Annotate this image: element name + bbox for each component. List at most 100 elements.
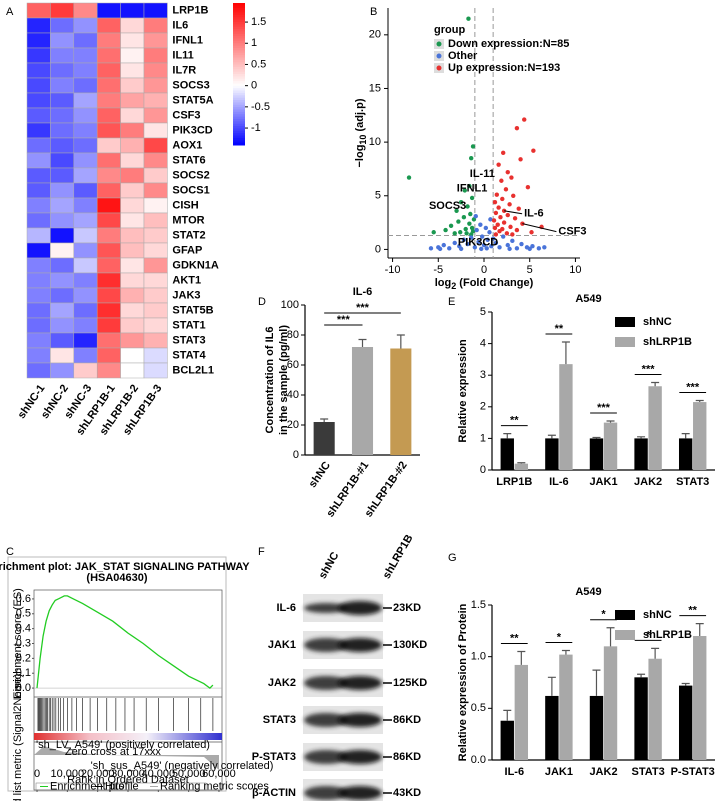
colorbar-step — [233, 130, 245, 134]
y-tick-label: 15 — [369, 82, 381, 94]
point — [489, 243, 494, 249]
bar — [693, 636, 707, 760]
error-bar — [637, 436, 646, 439]
heatmap-cell — [120, 152, 145, 169]
legend-key — [615, 317, 635, 327]
y-tick-label: 40 — [287, 389, 299, 401]
colorbar-step — [233, 95, 245, 99]
y-tick-label: 100 — [281, 299, 299, 311]
heatmap-cell — [143, 77, 168, 94]
heatmap-cell — [96, 287, 121, 304]
x-tick-label: STAT3 — [676, 476, 709, 488]
x-tick-label: 10,000 — [51, 768, 85, 780]
row-label: MTOR — [172, 214, 204, 226]
point — [508, 224, 513, 230]
point — [469, 235, 474, 240]
heatmap-cell — [120, 182, 145, 199]
row-label: GFAP — [172, 244, 202, 256]
row-label: STAT2 — [172, 229, 205, 241]
point — [493, 232, 499, 237]
y-tick-label: 4 — [480, 338, 486, 350]
colorbar-step — [233, 10, 245, 13]
point — [469, 156, 474, 161]
point — [448, 223, 454, 229]
panel-letter: G — [448, 552, 457, 564]
chart-title: IL-6 — [353, 286, 373, 298]
colorbar-step — [233, 74, 245, 77]
y-axis-label: Relative expression — [457, 339, 469, 443]
legend-dot — [436, 41, 442, 47]
point — [458, 246, 464, 252]
x-tick-label: P-STAT3 — [671, 766, 715, 778]
point — [503, 187, 509, 192]
y-tick-label: 5 — [480, 306, 486, 318]
x-axis-label-part: (Fold Change) — [456, 277, 533, 289]
colorbar-step — [233, 62, 245, 66]
point — [518, 157, 523, 162]
point — [525, 184, 531, 190]
point — [484, 246, 489, 251]
y-tick-label: 0.0 — [16, 682, 31, 694]
heatmap-cell — [26, 302, 51, 319]
y-tick-label: 0.0 — [471, 754, 486, 766]
heatmap-cell — [143, 182, 168, 199]
band — [338, 750, 382, 764]
y-tick-label: 0.3 — [16, 637, 31, 649]
bar — [545, 438, 559, 470]
heatmap-cell — [50, 62, 75, 79]
heatmap-cell — [50, 167, 75, 184]
bar — [693, 402, 707, 470]
colorbar-step — [233, 128, 245, 132]
heatmap-cell — [50, 107, 75, 124]
heatmap-cell — [73, 212, 98, 229]
error-bar — [606, 627, 615, 647]
label-leader — [504, 210, 523, 215]
heatmap-cell — [120, 107, 145, 124]
heatmap-cell — [50, 2, 75, 19]
heatmap-cell — [73, 137, 98, 154]
heatmap-cell — [26, 122, 51, 139]
point — [406, 175, 412, 180]
colorbar-step — [233, 7, 245, 11]
heatmap-cell — [26, 257, 51, 274]
heatmap-cell — [26, 227, 51, 244]
legend-label: Down expression:N=85 — [448, 38, 569, 50]
colorbar-step — [233, 64, 245, 68]
gsea-title: Enrichment plot: JAK_STAT SIGNALING PATH… — [0, 561, 250, 573]
colorbar-step — [233, 50, 245, 54]
point — [492, 225, 498, 231]
heatmap-cell — [96, 317, 121, 334]
colorbar-step — [233, 33, 245, 37]
heatmap-cell — [143, 317, 168, 334]
row-label: STAT1 — [172, 319, 205, 331]
bar — [634, 677, 648, 760]
colorbar-step — [233, 142, 245, 146]
x-tick-label: shNC — [307, 459, 333, 489]
x-tick-label: IL-6 — [505, 766, 525, 778]
protein-label: IL-6 — [276, 602, 296, 614]
band — [338, 638, 382, 652]
heatmap-cell — [50, 272, 75, 289]
point — [505, 212, 510, 218]
band — [338, 601, 382, 615]
heatmap-cell — [26, 137, 51, 154]
colorbar-step — [233, 52, 245, 56]
heatmap-cell — [96, 272, 121, 289]
point — [464, 231, 469, 236]
point — [476, 239, 481, 245]
point — [465, 241, 470, 247]
point — [456, 219, 461, 224]
colorbar-step — [233, 83, 245, 87]
heatmap-cell — [73, 197, 98, 214]
error-bar — [517, 462, 526, 464]
colorbar-step — [233, 109, 245, 113]
x-tick-label: 10 — [569, 264, 581, 276]
point — [507, 246, 512, 252]
gene-label: SOCS3 — [429, 200, 466, 212]
heatmap-cell — [26, 167, 51, 184]
point — [493, 240, 499, 246]
sig-label: *** — [597, 402, 611, 414]
x-tick-label: -10 — [385, 264, 401, 276]
heatmap-cell — [73, 227, 98, 244]
bar — [514, 664, 529, 760]
